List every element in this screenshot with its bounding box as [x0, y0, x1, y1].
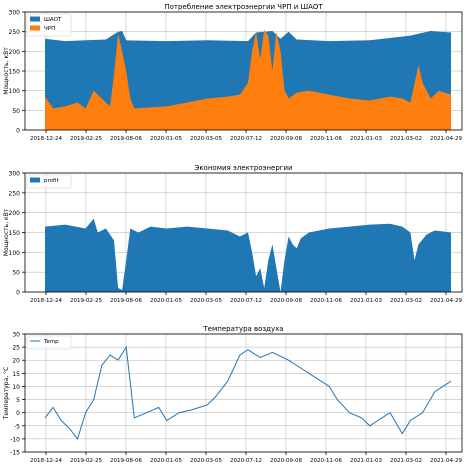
legend-swatch-chp	[30, 25, 40, 31]
y-tick-label: 30	[12, 332, 20, 339]
y-tick-label: 150	[9, 69, 21, 76]
x-tick-label: 2021-03-02	[390, 458, 422, 464]
y-tick-label: 200	[9, 49, 21, 56]
x-tick-label: 2020-01-05	[150, 298, 182, 304]
y-tick-label: 250	[9, 190, 21, 197]
y-tick-label: 0	[16, 410, 20, 417]
y-axis-label: Мощность, кВт	[3, 47, 10, 95]
x-tick-label: 2021-03-02	[390, 298, 422, 304]
x-tick-label: 2020-07-12	[230, 458, 262, 464]
legend: ШАОТ ЧРП	[26, 13, 72, 37]
y-tick-label: 5	[16, 397, 20, 404]
x-tick-label: 2020-09-08	[270, 136, 302, 142]
plot-frame	[24, 333, 463, 453]
y-axis-label: Мощность, кВт	[3, 208, 10, 256]
series-area-profit	[45, 218, 451, 292]
legend: Temp	[26, 335, 72, 350]
y-tick-label: 100	[9, 250, 21, 257]
legend-label-temp: Temp	[43, 339, 59, 345]
y-tick-label: 100	[9, 88, 21, 95]
x-tick-label: 2020-07-12	[230, 136, 262, 142]
chart-3: -15 -10 -5 0 5 10 15 20 25 30 2018-12-24 2019-02-25…	[3, 325, 462, 464]
x-tick-label: 2021-01-03	[350, 458, 382, 464]
y-tick-label: 300	[9, 171, 21, 178]
x-tick-label: 2020-09-08	[270, 298, 302, 304]
x-tick-label: 2020-01-05	[150, 136, 182, 142]
y-tick-label: 15	[12, 371, 20, 378]
x-tick-label: 2019-02-25	[70, 136, 102, 142]
x-tick-label: 2021-01-03	[350, 136, 382, 142]
x-tick-label: 2019-08-06	[110, 298, 142, 304]
y-tick-label: 50	[12, 270, 20, 277]
x-tick-label: 2020-03-05	[190, 298, 222, 304]
x-tick-label: 2020-07-12	[230, 298, 262, 304]
x-tick-label: 2021-03-02	[390, 136, 422, 142]
x-tick-label: 2018-12-24	[30, 136, 62, 142]
chart-title: Температура воздуха	[202, 325, 283, 333]
x-tick-label: 2019-08-06	[110, 136, 142, 142]
chart-title: Экономия электроэнергии	[194, 164, 292, 172]
y-tick-label: -5	[14, 423, 20, 430]
x-tick-label: 2020-03-05	[190, 458, 222, 464]
x-tick-label: 2020-11-06	[310, 136, 342, 142]
legend-label-chp: ЧРП	[44, 26, 55, 32]
chart-1: 0 50 100 150 200 250 300 2018-12-24 2019-02-25 20…	[3, 3, 462, 142]
y-tick-label: 300	[9, 10, 21, 17]
series-area-chp	[45, 29, 451, 131]
x-tick-label: 2019-02-25	[70, 458, 102, 464]
y-tick-label: -10	[10, 436, 20, 443]
y-tick-label: 50	[12, 108, 20, 115]
y-tick-label: 0	[16, 290, 20, 297]
x-tick-label: 2021-04-29	[430, 298, 462, 304]
y-tick-label: 200	[9, 210, 21, 217]
chart-2: 0 50 100 150 200 250 300 2018-12-24 2019-02-25 20…	[3, 164, 462, 304]
x-tick-label: 2019-08-06	[110, 458, 142, 464]
x-tick-label: 2021-04-29	[430, 458, 462, 464]
x-tick-label: 2019-02-25	[70, 298, 102, 304]
legend-label-shaot: ШАОТ	[44, 17, 62, 23]
legend-label-profit: profit	[44, 178, 59, 184]
legend-swatch-shaot	[30, 16, 40, 22]
x-tick-label: 2020-03-05	[190, 136, 222, 142]
x-tick-label: 2021-04-29	[430, 136, 462, 142]
y-tick-label: 25	[12, 345, 20, 352]
x-tick-label: 2021-01-03	[350, 298, 382, 304]
y-tick-label: 10	[12, 384, 20, 391]
y-tick-label: 250	[9, 29, 21, 36]
y-tick-label: 0	[16, 128, 20, 135]
legend-box	[26, 335, 72, 350]
legend: profit	[26, 174, 72, 189]
y-tick-label: -15	[10, 450, 20, 457]
series-line-temp	[44, 345, 452, 440]
y-tick-label: 150	[9, 230, 21, 237]
x-tick-label: 2020-11-06	[310, 458, 342, 464]
legend-swatch-profit	[30, 177, 40, 183]
chart-title: Потребление электроэнергии ЧРП и ШАОТ	[164, 3, 323, 11]
x-tick-label: 2020-11-06	[310, 298, 342, 304]
x-tick-label: 2020-09-08	[270, 458, 302, 464]
x-tick-label: 2018-12-24	[30, 298, 62, 304]
x-tick-label: 2020-01-05	[150, 458, 182, 464]
x-tick-label: 2018-12-24	[30, 458, 62, 464]
y-tick-label: 20	[12, 358, 20, 365]
y-axis-label: Температура, °С	[3, 367, 10, 421]
